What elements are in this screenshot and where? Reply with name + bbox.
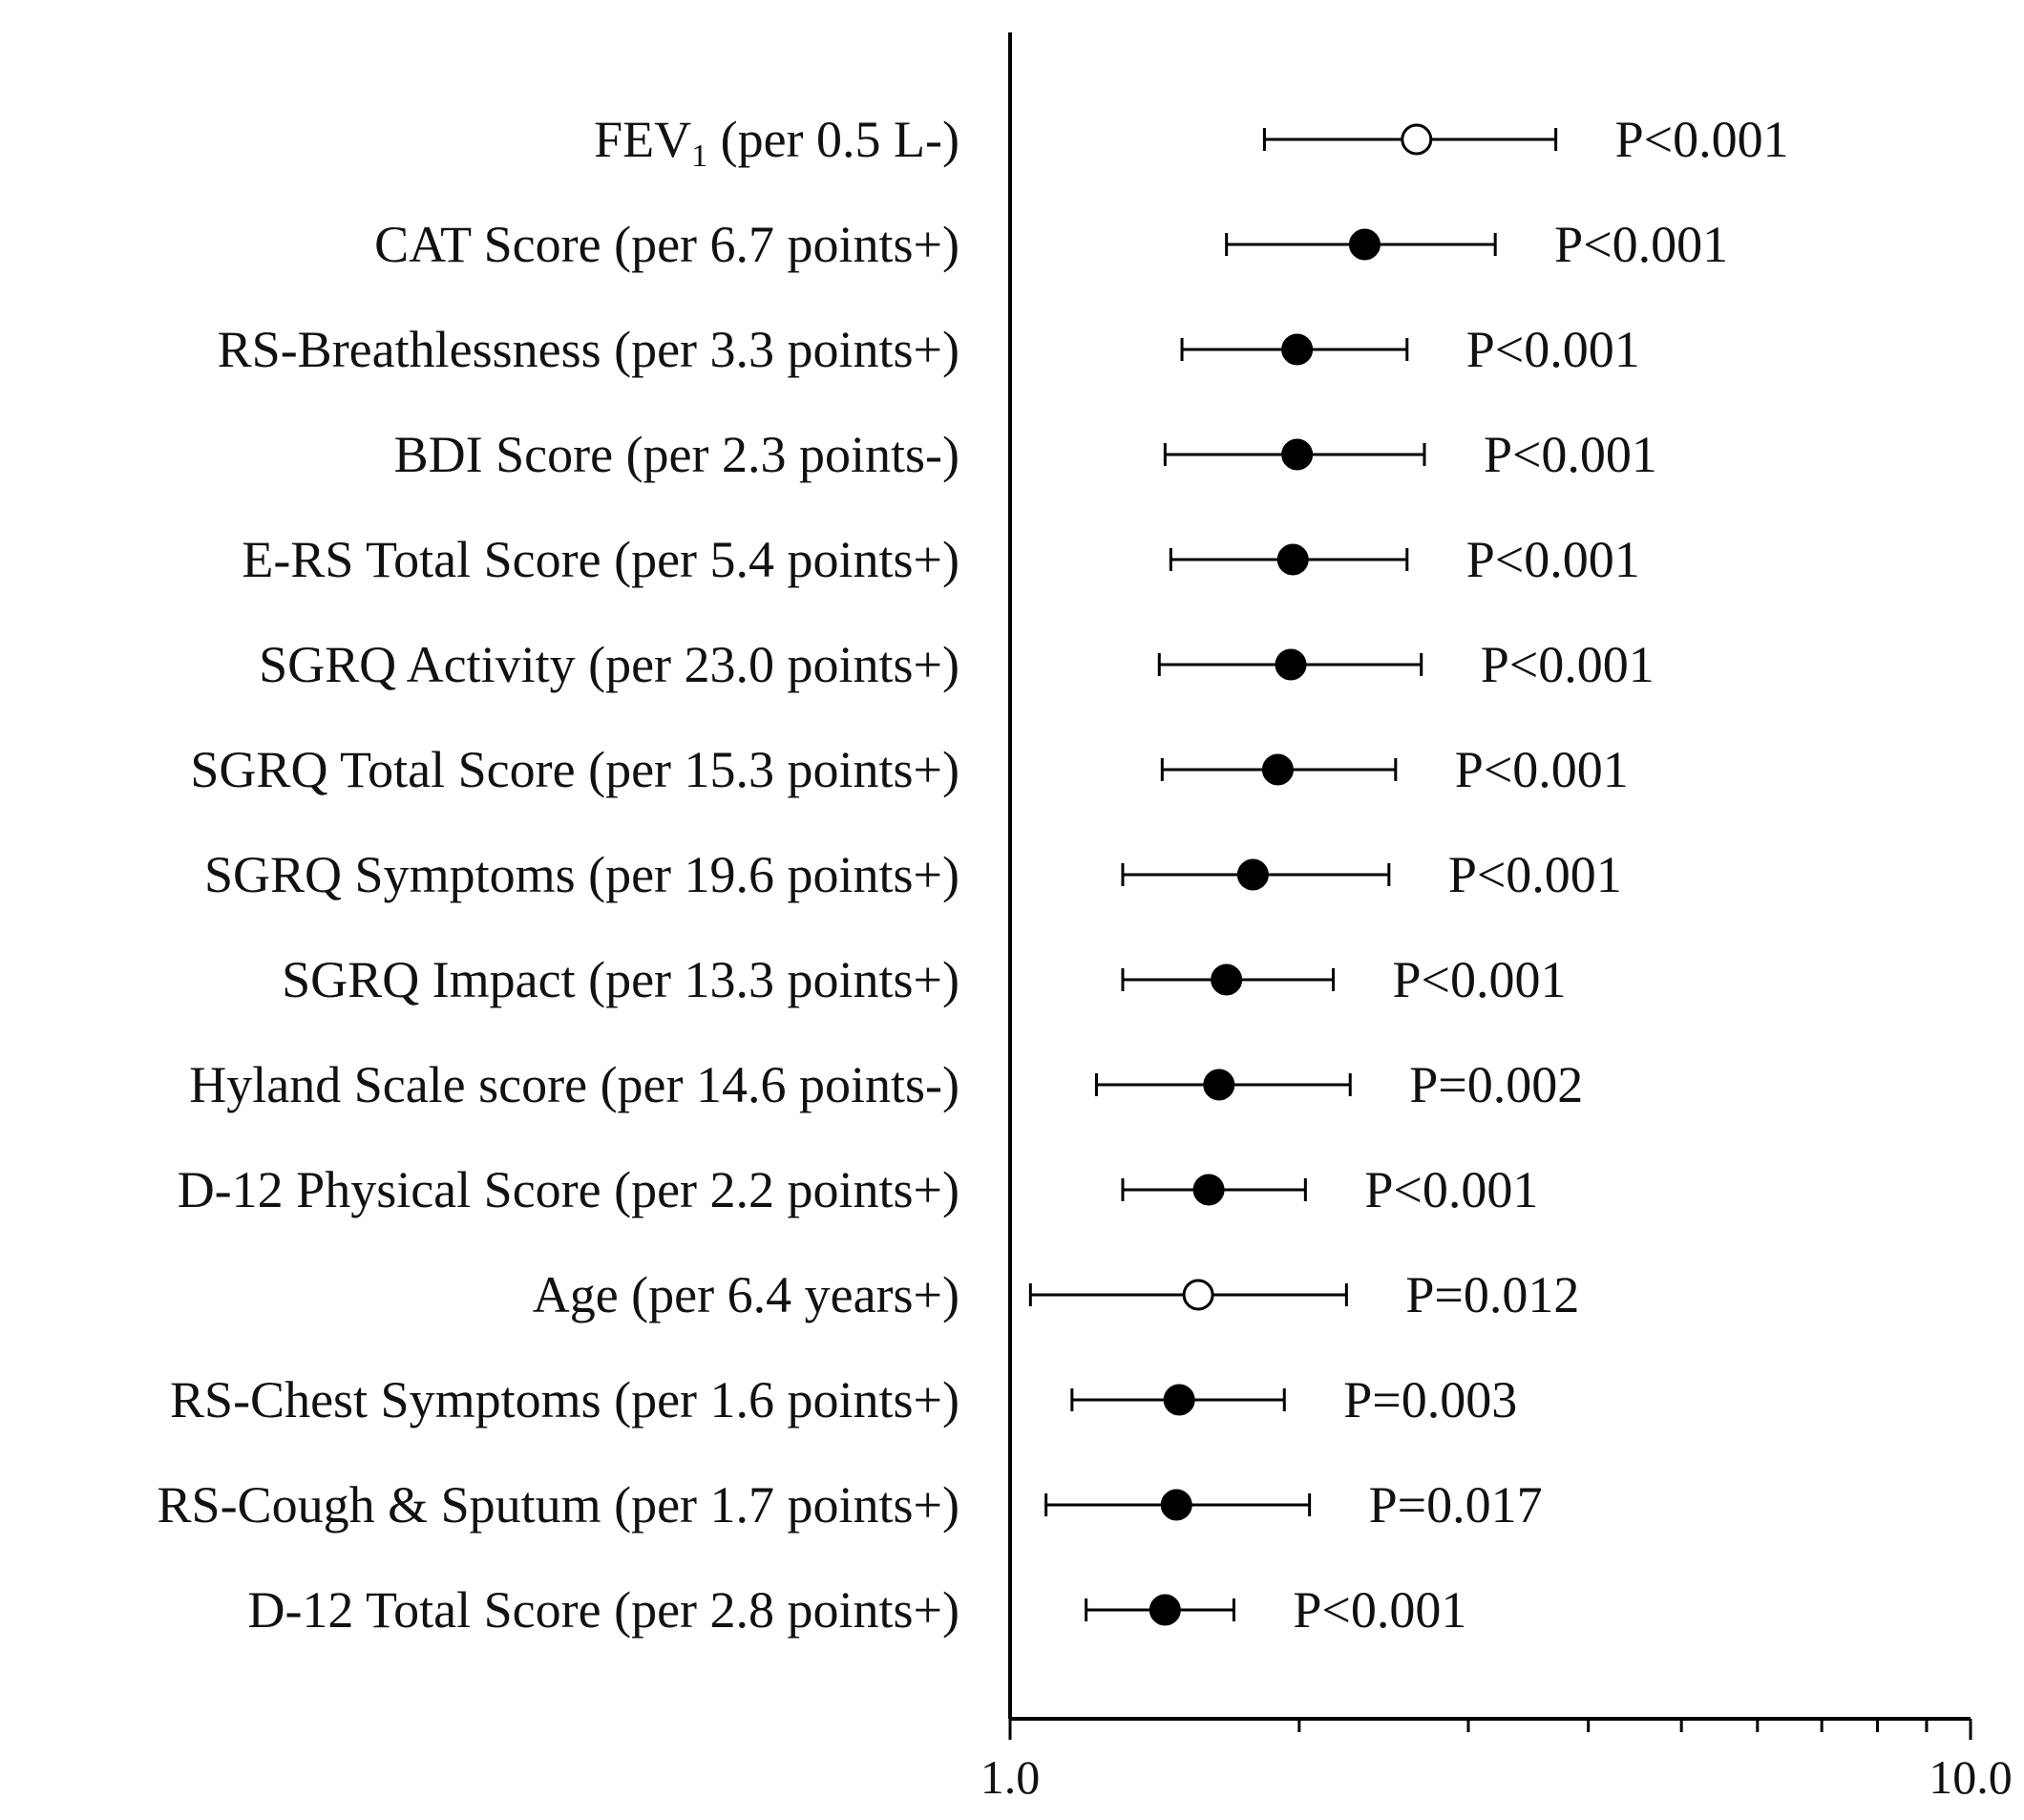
point-estimate-filled	[1276, 543, 1309, 576]
row-label: D-12 Total Score (per 2.8 points+)	[247, 1581, 959, 1639]
point-estimate-open	[1401, 123, 1433, 156]
point-estimate-filled	[1160, 1489, 1192, 1521]
row-label: SGRQ Symptoms (per 19.6 points+)	[204, 846, 959, 903]
p-value-label: P=0.003	[1343, 1371, 1517, 1428]
point-estimate-filled	[1236, 858, 1269, 891]
point-estimate-filled	[1163, 1384, 1195, 1416]
x-tick-label: 10.0	[1929, 1750, 2013, 1804]
p-value-label: P<0.001	[1364, 1161, 1538, 1218]
point-estimate-filled	[1275, 648, 1307, 681]
point-estimate-filled	[1211, 963, 1243, 996]
point-estimate-filled	[1192, 1174, 1225, 1206]
p-value-label: P<0.001	[1466, 531, 1640, 588]
axes: 1.0 10.0	[980, 32, 2013, 1804]
row-label: BDI Score (per 2.3 points-)	[394, 426, 959, 483]
row-labels: FEV1 (per 0.5 L-) CAT Score (per 6.7 poin…	[158, 111, 959, 1639]
p-values: P<0.001 P<0.001 P<0.001 P<0.001 P<0.001 P<0.0…	[1293, 111, 1788, 1639]
point-estimate-filled	[1149, 1594, 1181, 1626]
p-value-label: P<0.001	[1484, 426, 1657, 483]
row-label: SGRQ Impact (per 13.3 points+)	[282, 951, 959, 1008]
p-value-label: P<0.001	[1481, 636, 1655, 693]
row-label: D-12 Physical Score (per 2.2 points+)	[178, 1161, 959, 1218]
row-label: SGRQ Total Score (per 15.3 points+)	[190, 741, 959, 798]
row-label: RS-Cough & Sputum (per 1.7 points+)	[158, 1476, 959, 1534]
row-label: Hyland Scale score (per 14.6 points-)	[189, 1056, 959, 1113]
p-value-label: P<0.001	[1554, 216, 1728, 273]
row-label: SGRQ Activity (per 23.0 points+)	[259, 636, 959, 693]
row-label: RS-Chest Symptoms (per 1.6 points+)	[170, 1371, 959, 1428]
point-estimate-filled	[1203, 1069, 1235, 1101]
row-label: CAT Score (per 6.7 points+)	[374, 216, 959, 273]
p-value-label: P=0.017	[1369, 1476, 1543, 1534]
p-value-label: P=0.012	[1405, 1266, 1579, 1323]
p-value-label: P<0.001	[1615, 111, 1789, 168]
p-value-label: P=0.002	[1409, 1056, 1583, 1113]
confidence-intervals	[1028, 123, 1558, 1626]
point-estimate-filled	[1261, 753, 1294, 786]
p-value-label: P<0.001	[1448, 846, 1622, 903]
p-value-label: P<0.001	[1293, 1581, 1466, 1639]
point-estimate-filled	[1348, 228, 1381, 261]
row-label: FEV1 (per 0.5 L-)	[594, 111, 959, 174]
p-value-label: P<0.001	[1455, 741, 1629, 798]
row-label: E-RS Total Score (per 5.4 points+)	[242, 531, 959, 588]
point-estimate-open	[1182, 1279, 1214, 1311]
x-tick-label: 1.0	[980, 1750, 1041, 1804]
point-estimate-filled	[1281, 438, 1314, 471]
row-label: RS-Breathlessness (per 3.3 points+)	[218, 321, 959, 378]
row-label: Age (per 6.4 years+)	[533, 1266, 959, 1323]
p-value-label: P<0.001	[1392, 951, 1566, 1008]
p-value-label: P<0.001	[1466, 321, 1640, 378]
point-estimate-filled	[1281, 333, 1314, 366]
